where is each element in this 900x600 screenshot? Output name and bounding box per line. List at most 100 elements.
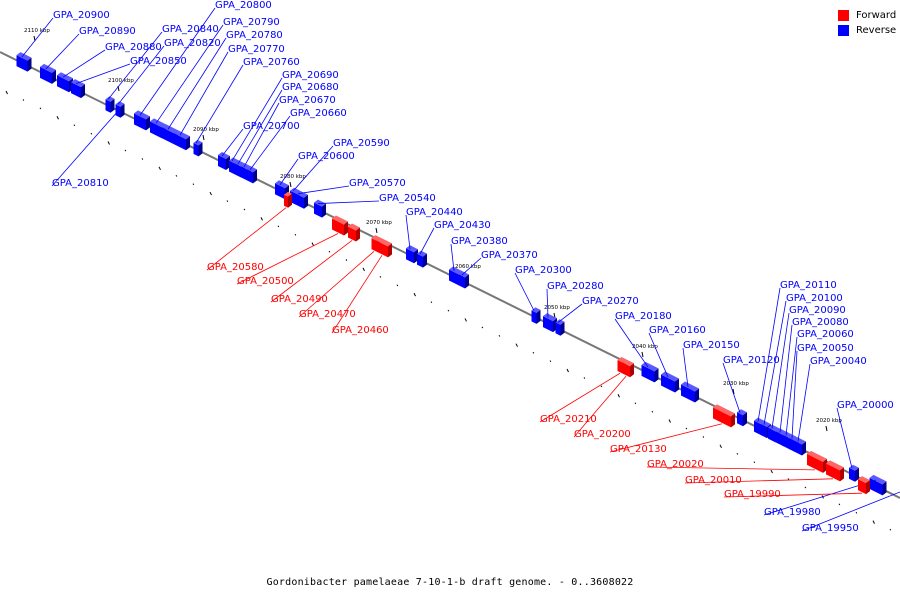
gene-label: GPA_20820 <box>164 38 221 49</box>
gene-box-top <box>622 359 634 367</box>
gene-box-top <box>235 160 245 167</box>
gene-box-face <box>292 191 304 209</box>
gene-leader-line <box>648 332 669 378</box>
scale-label: 2110 kbp <box>24 28 50 34</box>
gene-box-top <box>869 474 887 485</box>
gene-label: GPA_20760 <box>243 57 300 68</box>
gene-box-side <box>882 481 887 496</box>
gene-box-face <box>459 274 465 289</box>
gene-box-side <box>654 368 659 383</box>
gene-label: GPA_19980 <box>764 507 821 518</box>
gene-leader-line <box>763 300 787 425</box>
gene-box-face <box>332 218 344 236</box>
gene-box-side <box>536 309 541 324</box>
gene-label: GPA_20900 <box>53 10 110 21</box>
axis-tick <box>430 301 433 304</box>
gene-box-face <box>57 75 69 93</box>
gene-label: GPA_20700 <box>243 121 300 132</box>
gene-box-face <box>555 322 561 336</box>
gene-leader-line <box>139 7 216 116</box>
gene-leader-line <box>249 115 291 171</box>
axis-tick <box>838 503 841 506</box>
scale-label: 2090 kbp <box>193 127 219 133</box>
gene-box-side <box>356 227 360 242</box>
scale-label: 2100 kbp <box>108 78 134 84</box>
gene-label: GPA_20020 <box>647 459 704 470</box>
axis-tick <box>566 368 569 373</box>
gene-leader-line <box>546 288 549 318</box>
gene-box-face <box>761 424 767 439</box>
gene-label: GPA_20090 <box>789 305 846 316</box>
gene-label: GPA_20580 <box>207 262 264 273</box>
gene-box-face <box>849 467 855 482</box>
gene-box-face <box>449 269 459 286</box>
gene-box-face <box>247 169 253 184</box>
axis-tick <box>294 233 297 236</box>
scale-tick <box>825 425 828 432</box>
gene-label: GPA_20680 <box>282 82 339 93</box>
gene-box-face <box>782 434 790 450</box>
gene-leader-line <box>221 128 244 157</box>
scale-tick <box>202 134 205 141</box>
gene-box-side <box>465 274 469 289</box>
axis-tick <box>124 149 127 152</box>
gene-leader-line <box>62 49 106 78</box>
gene-box-side <box>52 69 56 84</box>
scale-label: 2080 kbp <box>280 174 306 180</box>
gene-box-top <box>174 130 190 140</box>
gene-box-top <box>332 215 348 225</box>
map-caption: Gordonibacter pamelaeae 7-10-1-b draft g… <box>266 577 634 588</box>
gene-label: GPA_20210 <box>540 414 597 425</box>
gene-leader-line <box>243 102 280 168</box>
axis-tick <box>175 174 178 177</box>
gene-label: GPA_20690 <box>282 70 339 81</box>
gene-box-side <box>695 388 699 403</box>
gene-leader-line <box>646 466 816 471</box>
gene-box-top <box>150 118 166 128</box>
gene-box-face <box>794 440 802 456</box>
gene-box-top <box>543 313 557 322</box>
gene-leader-line <box>539 372 621 423</box>
gene-box-face <box>531 310 537 324</box>
axis-tick <box>498 335 501 337</box>
axis-tick <box>22 99 25 101</box>
axis-tick <box>277 225 280 228</box>
gene-box-side <box>731 413 735 428</box>
gene-box-side <box>146 116 150 131</box>
gene-leader-line <box>419 227 435 255</box>
legend-item-forward: Forward <box>838 8 896 23</box>
gene-box-face <box>807 453 823 473</box>
gene-box-side <box>110 98 115 113</box>
gene-box-side <box>855 467 859 482</box>
axis-tick <box>396 284 399 287</box>
gene-box-top <box>284 191 292 197</box>
axis-tick <box>804 486 807 489</box>
scale-label: 2060 kbp <box>455 264 481 270</box>
gene-box-face <box>417 253 423 268</box>
gene-leader-line <box>573 375 627 438</box>
gene-label: GPA_20200 <box>574 429 631 440</box>
gene-leader-line <box>331 255 383 334</box>
gene-leader-line <box>179 51 229 136</box>
axis-tick <box>634 402 637 405</box>
axis-tick <box>362 267 365 272</box>
gene-leader-line <box>237 89 283 165</box>
axis-tick <box>515 343 518 347</box>
gene-leader-line <box>231 77 283 162</box>
gene-box-top <box>247 166 257 173</box>
gene-leader-line <box>270 240 353 303</box>
gene-box-face <box>858 479 866 495</box>
axis-tick <box>73 124 76 127</box>
gene-leader-line <box>797 363 811 442</box>
gene-label: GPA_20840 <box>162 24 219 35</box>
gene-leader-line <box>514 272 535 311</box>
gene-leader-line <box>298 251 375 318</box>
gene-label: GPA_20850 <box>130 56 187 67</box>
axis-tick <box>243 208 246 211</box>
gene-leader-line <box>461 257 482 276</box>
axis-tick <box>328 250 331 253</box>
axis-tick <box>5 90 8 95</box>
gene-leader-line <box>236 233 339 285</box>
gene-box-face <box>713 407 731 428</box>
